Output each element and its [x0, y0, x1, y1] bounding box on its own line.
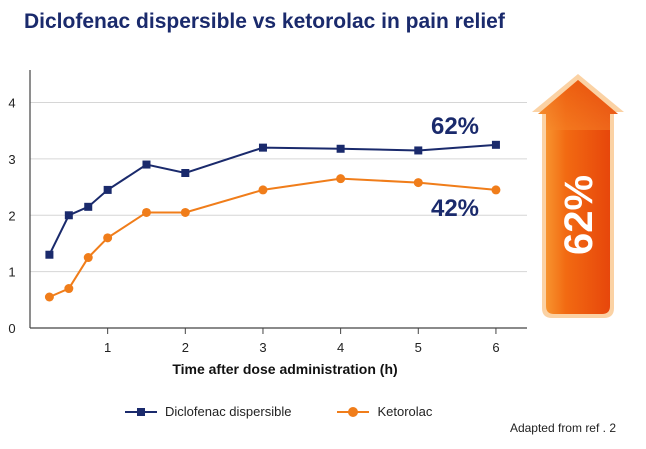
data-point-ketorolac	[491, 185, 501, 195]
axes	[29, 70, 527, 334]
series-line-ketorolac	[49, 177, 497, 298]
annotation-diclofenac: 62%	[431, 113, 479, 140]
x-tick-label: 3	[259, 340, 266, 355]
data-point-ketorolac	[413, 178, 423, 188]
footnote: Adapted from ref . 2	[509, 421, 616, 435]
y-tick-label: 1	[8, 265, 15, 280]
annotations: 62% 42%	[431, 113, 479, 222]
data-point-ketorolac	[141, 207, 151, 217]
data-point-ketorolac	[180, 207, 190, 217]
legend-label-ketorolac: Ketorolac	[377, 404, 433, 419]
badge-label: 62%	[557, 175, 601, 255]
y-tick-label: 2	[8, 208, 15, 223]
data-point-diclofenac	[336, 144, 345, 153]
data-point-diclofenac	[491, 140, 500, 149]
data-point-ketorolac	[103, 233, 113, 243]
tick-labels: 0 1 2 3 4 1 2 3 4 5 6	[8, 96, 499, 355]
data-point-ketorolac	[64, 284, 74, 294]
legend-marker-square-icon	[125, 407, 157, 416]
legend-item-ketorolac: Ketorolac	[337, 404, 432, 419]
data-point-diclofenac	[103, 185, 112, 194]
data-point-diclofenac	[414, 146, 423, 155]
x-tick-label: 5	[415, 340, 422, 355]
data-point-ketorolac	[44, 292, 54, 302]
x-axis-label: Time after dose administration (h)	[172, 361, 397, 377]
data-point-diclofenac	[258, 143, 267, 152]
data-point-diclofenac	[84, 202, 93, 211]
gridlines	[30, 102, 527, 273]
y-tick-label: 0	[8, 321, 15, 336]
series-layer	[44, 140, 501, 302]
x-tick-label: 2	[182, 340, 189, 355]
series-line-diclofenac	[48, 143, 497, 256]
data-point-ketorolac	[83, 253, 93, 263]
legend: Diclofenac dispersible Ketorolac	[125, 404, 478, 419]
annotation-ketorolac: 42%	[431, 195, 479, 222]
data-point-diclofenac	[64, 211, 73, 220]
x-tick-label: 4	[337, 340, 344, 355]
legend-label-diclofenac: Diclofenac dispersible	[165, 404, 292, 419]
data-point-diclofenac	[45, 250, 54, 259]
improvement-badge: 62%	[528, 70, 628, 327]
data-point-ketorolac	[258, 185, 268, 195]
y-tick-label: 3	[8, 152, 15, 167]
legend-item-diclofenac: Diclofenac dispersible	[125, 404, 291, 419]
legend-marker-circle-icon	[337, 406, 370, 417]
chart-title: Diclofenac dispersible vs ketorolac in p…	[24, 10, 505, 33]
data-point-diclofenac	[142, 160, 151, 169]
y-tick-label: 4	[8, 96, 15, 111]
data-point-ketorolac	[336, 174, 346, 184]
x-tick-label: 6	[492, 340, 499, 355]
x-tick-label: 1	[104, 340, 111, 355]
data-point-diclofenac	[181, 169, 190, 177]
